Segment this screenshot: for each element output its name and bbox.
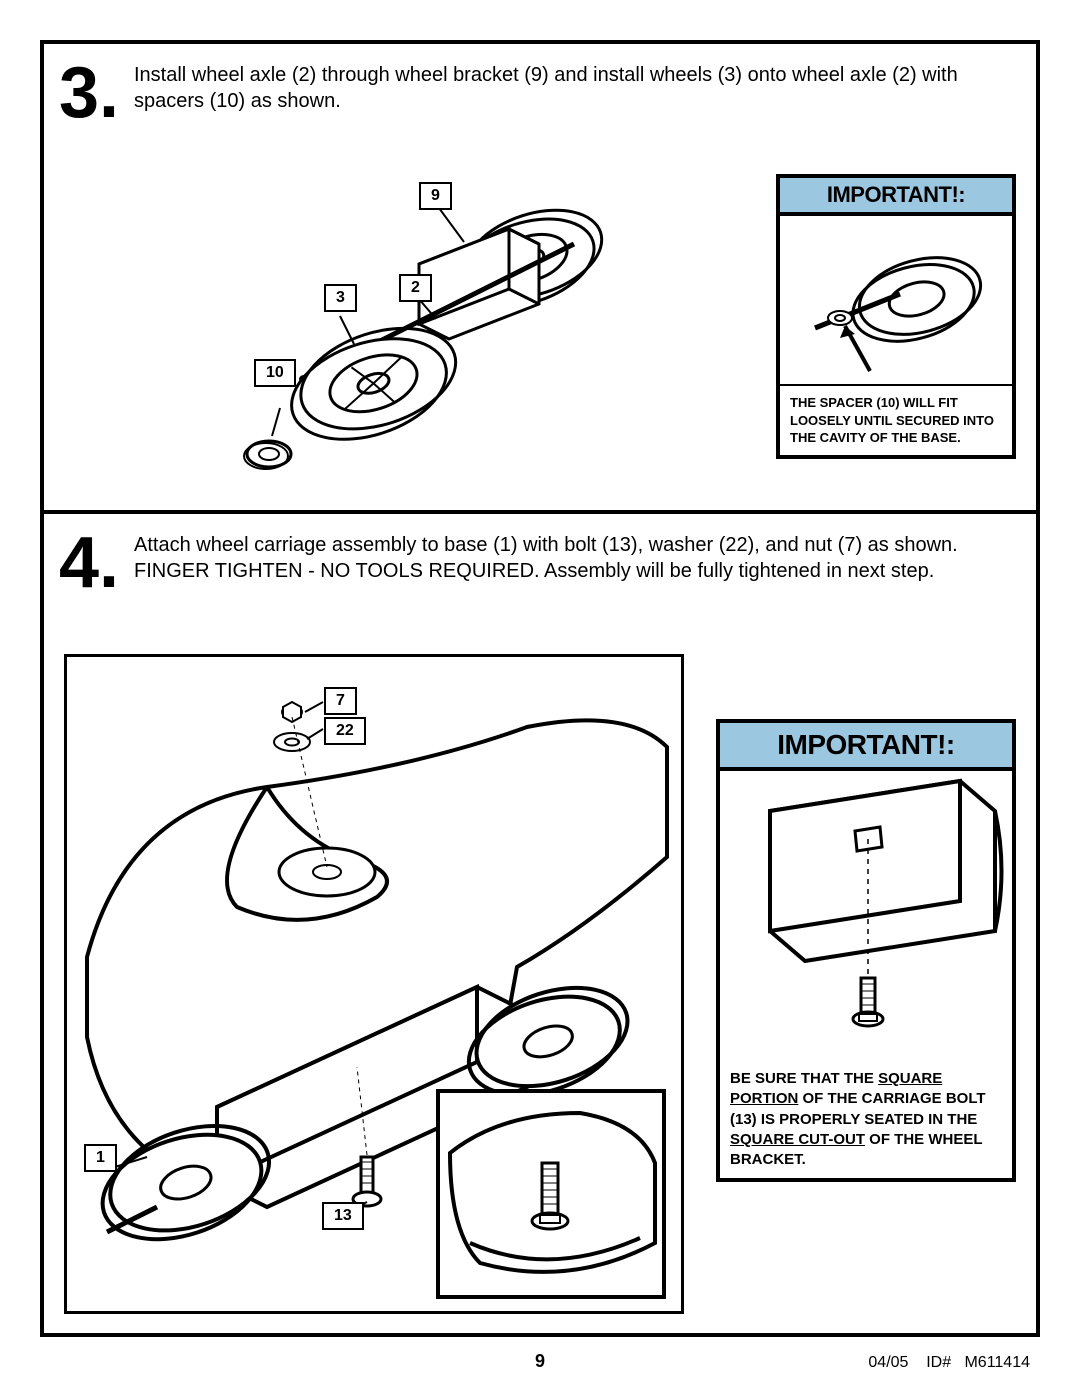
step-3-number: 3.	[59, 52, 119, 134]
callout-9: 9	[419, 182, 452, 210]
callout-13: 13	[322, 1202, 364, 1230]
step-4-inset	[436, 1089, 666, 1299]
important-img-4	[720, 771, 1012, 1061]
callout-3: 3	[324, 284, 357, 312]
important-header-3: IMPORTANT!:	[780, 178, 1012, 216]
step-3: 3. Install wheel axle (2) through wheel …	[44, 44, 1036, 514]
imp4-u2: SQUARE CUT-OUT	[730, 1131, 865, 1148]
imp4-pre: BE SURE THAT THE	[730, 1070, 878, 1087]
step-3-text: Install wheel axle (2) through wheel bra…	[134, 62, 1006, 114]
callout-1: 1	[84, 1144, 117, 1172]
step-4-number: 4.	[59, 522, 119, 604]
callout-2: 2	[399, 274, 432, 302]
page-frame: 3. Install wheel axle (2) through wheel …	[40, 40, 1040, 1337]
footer-date: 04/05	[868, 1354, 908, 1371]
step-3-important: IMPORTANT!:	[776, 174, 1016, 459]
callout-7: 7	[324, 687, 357, 715]
footer-id-value: M611414	[964, 1354, 1030, 1371]
important-img-3	[780, 216, 1012, 386]
step-3-diagram	[214, 164, 674, 484]
callout-10: 10	[254, 359, 296, 387]
wheel-assembly-svg	[214, 164, 674, 484]
callout-22: 22	[324, 717, 366, 745]
important-header-4: IMPORTANT!:	[720, 723, 1012, 771]
important-body-4: BE SURE THAT THE SQUARE PORTION OF THE C…	[720, 1061, 1012, 1178]
important-body-3: THE SPACER (10) WILL FIT LOOSELY UNTIL S…	[780, 386, 1012, 455]
step-4-text: Attach wheel carriage assembly to base (…	[134, 532, 1006, 584]
footer-id-label: ID#	[926, 1354, 951, 1371]
step-4: 4. Attach wheel carriage assembly to bas…	[44, 514, 1036, 1332]
step-4-important: IMPORTANT!:	[716, 719, 1016, 1182]
step-4-diagram	[64, 654, 684, 1314]
footer-id: 04/05 ID# M611414	[868, 1354, 1030, 1372]
